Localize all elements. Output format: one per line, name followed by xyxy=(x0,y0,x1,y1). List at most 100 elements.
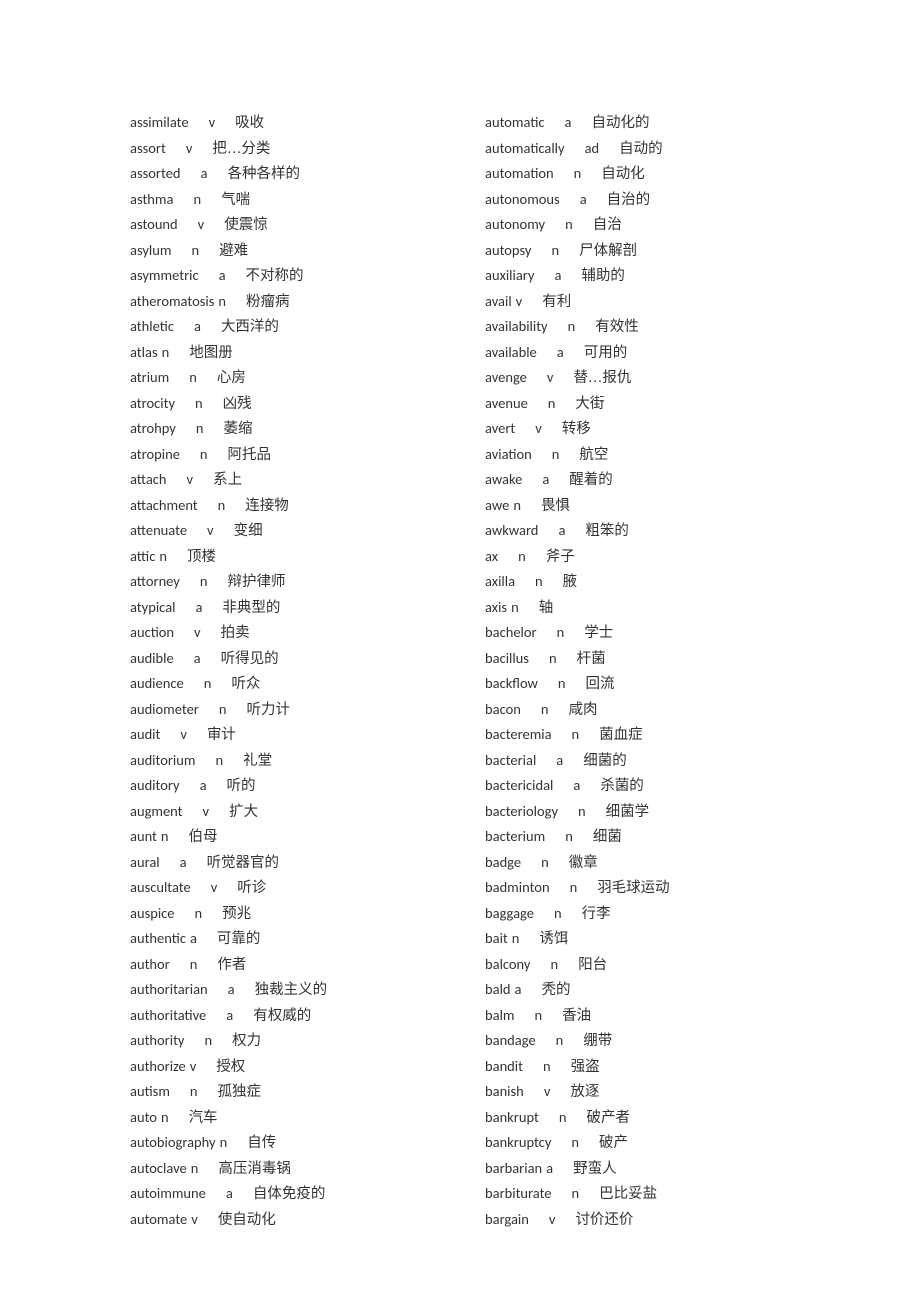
part-of-speech: a xyxy=(226,1003,233,1028)
part-of-speech: n xyxy=(513,493,521,518)
part-of-speech: a xyxy=(180,850,187,875)
definition: 细菌 xyxy=(593,825,622,850)
definition: 把…分类 xyxy=(212,137,270,162)
word: avenue xyxy=(485,391,528,416)
part-of-speech: n xyxy=(550,952,558,977)
word: atrocity xyxy=(130,391,175,416)
word: automatic xyxy=(485,110,545,135)
word: audit xyxy=(130,722,160,747)
word: axilla xyxy=(485,569,515,594)
vocab-entry: bactericidala杀菌的 xyxy=(485,773,790,799)
part-of-speech: n xyxy=(556,1028,564,1053)
definition: 审计 xyxy=(207,723,236,748)
vocab-entry: bacteriologyn细菌学 xyxy=(485,799,790,825)
definition: 听诊 xyxy=(237,876,266,901)
word: avenge xyxy=(485,365,527,390)
word: barbiturate xyxy=(485,1181,552,1206)
definition: 咸肉 xyxy=(568,698,597,723)
definition: 扩大 xyxy=(229,800,258,825)
definition: 香油 xyxy=(562,1004,591,1029)
vocab-entry: backflown回流 xyxy=(485,671,790,697)
definition: 轴 xyxy=(539,596,554,621)
definition: 独裁主义的 xyxy=(255,978,328,1003)
definition: 听的 xyxy=(227,774,256,799)
vocab-entry: bandagen绷带 xyxy=(485,1028,790,1054)
definition: 听得见的 xyxy=(221,647,279,672)
word: author xyxy=(130,952,170,977)
definition: 地图册 xyxy=(189,341,233,366)
definition: 讨价还价 xyxy=(575,1208,633,1233)
vocab-entry: asthman气喘 xyxy=(130,187,435,213)
word: bacterium xyxy=(485,824,545,849)
vocab-entry: availv有利 xyxy=(485,289,790,315)
definition: 大街 xyxy=(575,392,604,417)
definition: 使自动化 xyxy=(218,1208,276,1233)
word: balm xyxy=(485,1003,514,1028)
word: autonomy xyxy=(485,212,545,237)
word: auditorium xyxy=(130,748,195,773)
word: attorney xyxy=(130,569,180,594)
part-of-speech: v xyxy=(186,136,193,161)
vocab-entry: authentica可靠的 xyxy=(130,926,435,952)
vocab-entry: autonomy n 自治 xyxy=(485,212,790,238)
word: autonomous xyxy=(485,187,560,212)
definition: 大西洋的 xyxy=(221,315,279,340)
word: asymmetric xyxy=(130,263,199,288)
word: asylum xyxy=(130,238,171,263)
definition: 连接物 xyxy=(245,494,289,519)
part-of-speech: v xyxy=(187,467,194,492)
vocab-entry: auton汽车 xyxy=(130,1105,435,1131)
word: aural xyxy=(130,850,160,875)
part-of-speech: n xyxy=(162,340,170,365)
part-of-speech: v xyxy=(191,1207,198,1232)
part-of-speech: n xyxy=(159,544,167,569)
word: assorted xyxy=(130,161,181,186)
word: awe xyxy=(485,493,509,518)
vocab-entry: autobiographyn自传 xyxy=(130,1130,435,1156)
vocab-entry: audiometern听力计 xyxy=(130,697,435,723)
vocab-entry: avertv转移 xyxy=(485,416,790,442)
part-of-speech: n xyxy=(571,1130,579,1155)
definition: 凶残 xyxy=(223,392,252,417)
vocab-entry: avengev替…报仇 xyxy=(485,365,790,391)
part-of-speech: n xyxy=(565,212,573,237)
vocab-entry: audiencen听众 xyxy=(130,671,435,697)
vocab-entry: awkwarda粗笨的 xyxy=(485,518,790,544)
part-of-speech: n xyxy=(161,824,169,849)
word: bactericidal xyxy=(485,773,553,798)
vocab-entry: badgen徽章 xyxy=(485,850,790,876)
part-of-speech: v xyxy=(535,416,542,441)
part-of-speech: n xyxy=(534,1003,542,1028)
left-column: assimilatev吸收assortv把…分类assorteda各种各样的as… xyxy=(130,110,435,1232)
vocab-entry: baggagen行李 xyxy=(485,901,790,927)
definition: 强盗 xyxy=(571,1055,600,1080)
word: atrohpy xyxy=(130,416,176,441)
word: bacon xyxy=(485,697,521,722)
vocab-entry: atheromatosisn粉瘤病 xyxy=(130,289,435,315)
vocab-entry: autoimmunea自体免疫的 xyxy=(130,1181,435,1207)
word: atrium xyxy=(130,365,169,390)
word: assimilate xyxy=(130,110,189,135)
part-of-speech: a xyxy=(226,1181,233,1206)
part-of-speech: n xyxy=(558,671,566,696)
part-of-speech: v xyxy=(190,1054,197,1079)
definition: 气喘 xyxy=(221,188,250,213)
word: authoritarian xyxy=(130,977,208,1002)
part-of-speech: n xyxy=(572,722,580,747)
word: backflow xyxy=(485,671,538,696)
definition: 细菌学 xyxy=(606,800,650,825)
definition: 高压消毒锅 xyxy=(218,1157,291,1182)
definition: 粉瘤病 xyxy=(246,290,290,315)
word: autoimmune xyxy=(130,1181,206,1206)
part-of-speech: n xyxy=(215,748,223,773)
part-of-speech: n xyxy=(220,1130,228,1155)
word: autobiography xyxy=(130,1130,216,1155)
definition: 听众 xyxy=(231,672,260,697)
vocab-entry: authoritativea有权威的 xyxy=(130,1003,435,1029)
part-of-speech: n xyxy=(557,620,565,645)
word: bacteriology xyxy=(485,799,558,824)
definition: 自治 xyxy=(593,213,622,238)
definition: 野蛮人 xyxy=(573,1157,617,1182)
vocab-entry: availabilityn有效性 xyxy=(485,314,790,340)
vocab-entry: auditorya听的 xyxy=(130,773,435,799)
